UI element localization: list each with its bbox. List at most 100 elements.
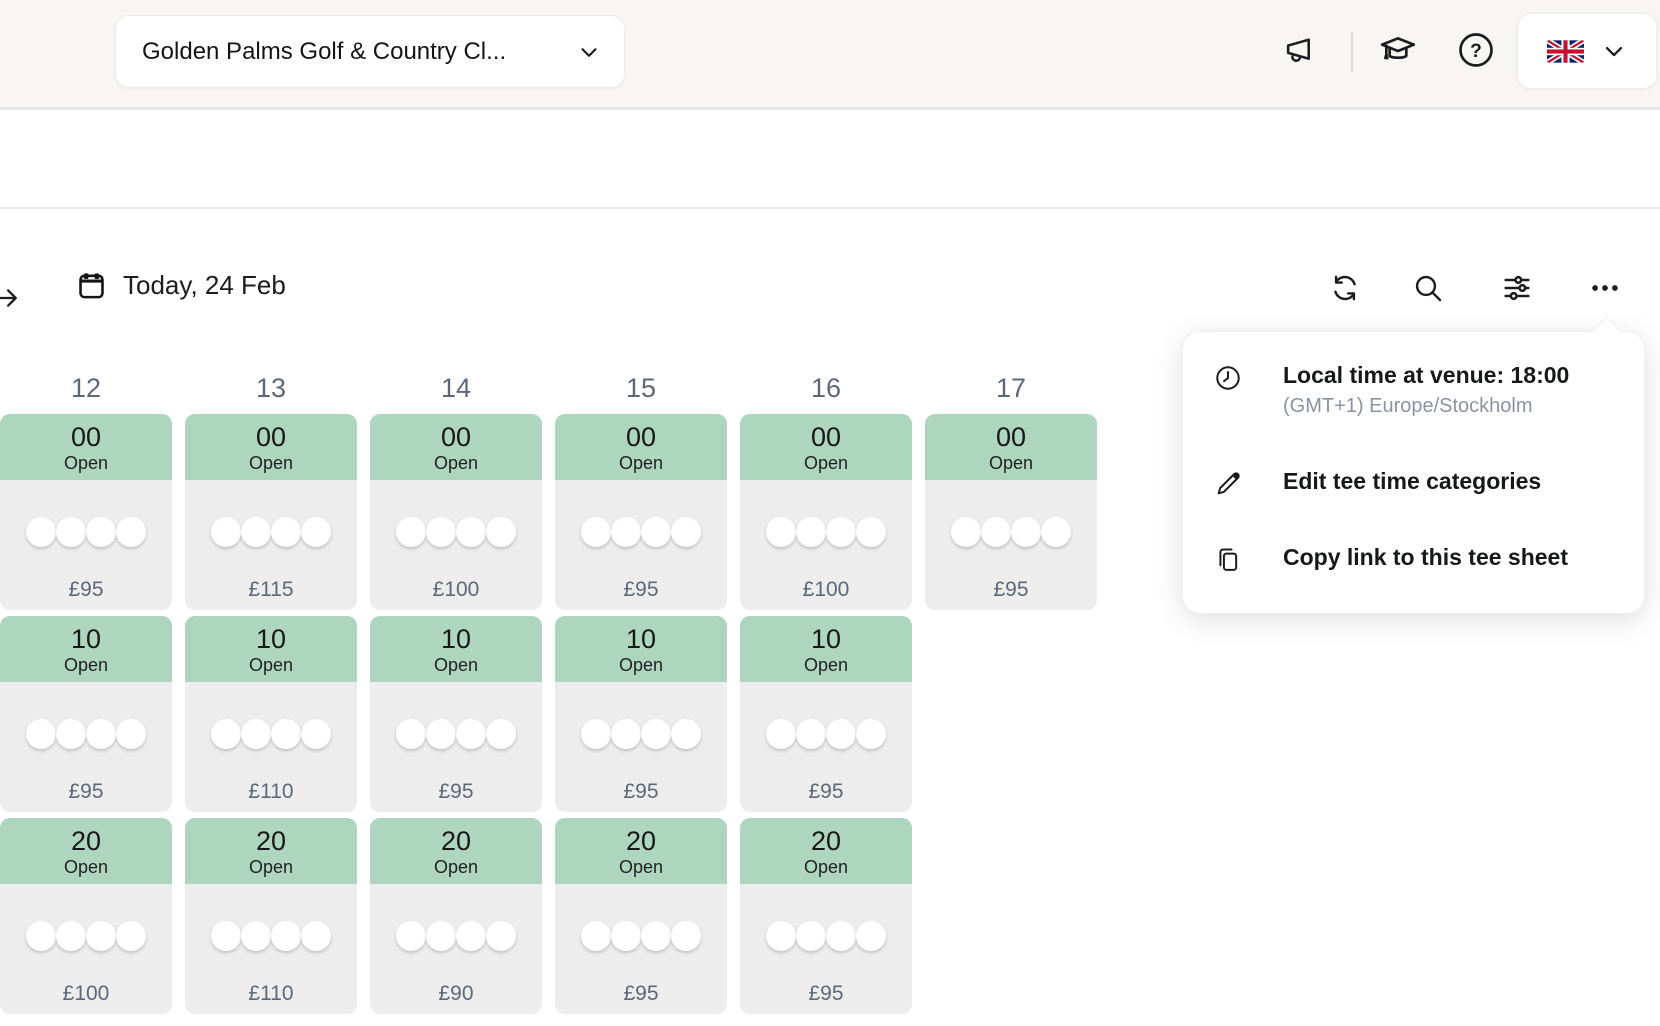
tee-time-status-header: 20 Open [740, 818, 912, 884]
club-selector-dropdown[interactable]: Golden Palms Golf & Country Cl... [115, 15, 625, 88]
tee-time-slot[interactable]: 20 Open £100 [0, 818, 172, 1014]
tee-time-status-header: 10 Open [555, 616, 727, 682]
player-slot-circle [241, 921, 271, 951]
hour-header: 15 [625, 372, 657, 403]
tee-time-slot[interactable]: 20 Open £90 [370, 818, 542, 1014]
player-slot-circle [611, 921, 641, 951]
refresh-button[interactable] [1328, 271, 1362, 305]
player-slot-circle [56, 517, 86, 547]
player-slot-circle [826, 719, 856, 749]
search-button[interactable] [1411, 271, 1445, 305]
tee-time-slot[interactable]: 20 Open £110 [185, 818, 357, 1014]
tee-time-status: Open [618, 857, 664, 877]
tee-time-slot[interactable]: 10 Open £95 [555, 616, 727, 812]
player-slot-circle [116, 517, 146, 547]
tee-time-slot[interactable]: 10 Open £95 [0, 616, 172, 812]
more-icon [1588, 271, 1622, 305]
tee-time-slot[interactable]: 00 Open £115 [185, 414, 357, 610]
tee-time-slot[interactable]: 10 Open £110 [185, 616, 357, 812]
tee-time-slot[interactable]: 00 Open £100 [370, 414, 542, 610]
tee-time-price: £95 [993, 578, 1029, 601]
player-slot-circle [611, 719, 641, 749]
more-options-button[interactable] [1588, 271, 1622, 305]
tee-sheet-column: 17 00 Open £95 [925, 362, 1097, 616]
tee-time-slot[interactable]: 00 Open £95 [925, 414, 1097, 610]
player-slot-circle [211, 719, 241, 749]
player-slot-circle [396, 921, 426, 951]
player-slot-circle [981, 517, 1011, 547]
language-selector[interactable] [1517, 13, 1657, 89]
player-slot-circle [56, 921, 86, 951]
player-slot-circle [486, 517, 516, 547]
tee-time-minute: 00 [810, 422, 842, 452]
tee-time-status-header: 10 Open [0, 616, 172, 682]
copy-link-label: Copy link to this tee sheet [1283, 544, 1568, 570]
player-slots [555, 719, 727, 749]
tee-time-status: Open [803, 655, 849, 675]
player-slots [555, 921, 727, 951]
copy-link-item[interactable]: Copy link to this tee sheet [1214, 544, 1568, 574]
player-slot-circle [1011, 517, 1041, 547]
player-slot-circle [241, 517, 271, 547]
tee-time-status: Open [433, 453, 479, 473]
player-slots [740, 921, 912, 951]
tee-time-price: £110 [248, 780, 294, 803]
tee-time-price: £95 [438, 780, 474, 803]
player-slot-circle [766, 921, 796, 951]
tee-time-status: Open [63, 857, 109, 877]
tee-time-status: Open [803, 453, 849, 473]
united-kingdom-flag [1546, 39, 1584, 63]
tee-time-minute: 10 [440, 624, 472, 654]
tee-time-slot[interactable]: 10 Open £95 [740, 616, 912, 812]
edit-tee-time-categories-item[interactable]: Edit tee time categories [1214, 468, 1541, 498]
calendar-icon [76, 270, 107, 301]
expand-panel-button[interactable] [0, 276, 29, 320]
tee-time-slot[interactable]: 00 Open £95 [0, 414, 172, 610]
player-slot-circle [826, 517, 856, 547]
player-slot-circle [856, 517, 886, 547]
edit-tee-time-categories-label: Edit tee time categories [1283, 468, 1542, 494]
tee-time-slot[interactable]: 00 Open £95 [555, 414, 727, 610]
tee-time-slot[interactable]: 00 Open £100 [740, 414, 912, 610]
tee-time-status: Open [803, 857, 849, 877]
player-slot-circle [456, 719, 486, 749]
tee-time-slot[interactable]: 20 Open £95 [555, 818, 727, 1014]
player-slot-circle [856, 719, 886, 749]
player-slots [925, 517, 1097, 547]
tee-time-minute: 10 [70, 624, 102, 654]
announcements-button[interactable] [1278, 28, 1322, 72]
chevron-down-icon [1600, 37, 1628, 65]
player-slot-circle [301, 517, 331, 547]
tee-time-status-header: 00 Open [925, 414, 1097, 480]
player-slots [370, 921, 542, 951]
player-slot-circle [271, 517, 301, 547]
popover-caret [1590, 316, 1623, 349]
player-slot-circle [671, 921, 701, 951]
tee-time-status: Open [433, 857, 479, 877]
local-time-info: Local time at venue: 18:00 (GMT+1) Europ… [1214, 362, 1569, 418]
tee-time-status-header: 00 Open [0, 414, 172, 480]
player-slot-circle [766, 719, 796, 749]
date-label: Today, 24 Feb [123, 270, 286, 300]
tee-time-status-header: 00 Open [555, 414, 727, 480]
tee-time-slot[interactable]: 10 Open £95 [370, 616, 542, 812]
player-slot-circle [581, 921, 611, 951]
player-slot-circle [211, 517, 241, 547]
date-picker[interactable]: Today, 24 Feb [76, 270, 286, 301]
tee-time-minute: 00 [440, 422, 472, 452]
help-button[interactable]: ? [1454, 28, 1498, 72]
filter-button[interactable] [1500, 271, 1534, 305]
tee-time-price: £95 [68, 578, 104, 601]
tee-time-price: £95 [808, 780, 844, 803]
player-slot-circle [486, 719, 516, 749]
local-time-subtitle: (GMT+1) Europe/Stockholm [1283, 395, 1533, 417]
tee-time-minute: 20 [255, 826, 287, 856]
refresh-icon [1329, 272, 1361, 304]
academy-button[interactable] [1376, 28, 1420, 72]
svg-text:?: ? [1470, 41, 1482, 62]
player-slot-circle [796, 921, 826, 951]
tee-time-slot[interactable]: 20 Open £95 [740, 818, 912, 1014]
player-slot-circle [396, 719, 426, 749]
tee-sheet-column: 12 00 Open £95 10 Open £95 20 Open [0, 362, 172, 1020]
player-slot-circle [86, 517, 116, 547]
